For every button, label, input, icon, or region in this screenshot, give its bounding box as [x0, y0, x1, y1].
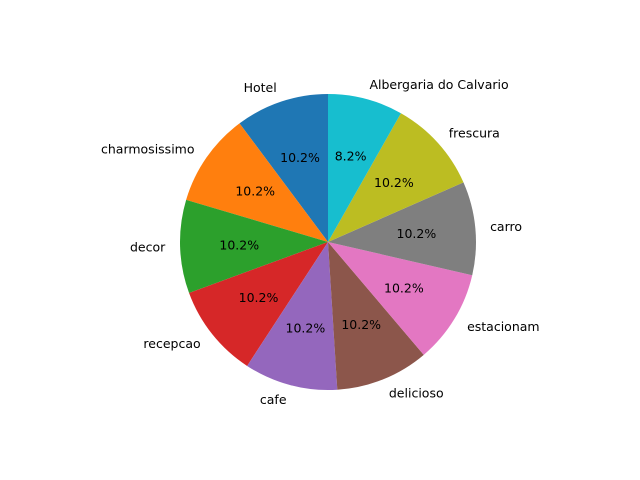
pie-category-labels: Hotel charmosissimo decor recepcao cafe delic… [101, 77, 540, 407]
pie-category-label-6: estacionam [467, 319, 540, 334]
pie-slice-6 [328, 242, 473, 355]
pie-category-label-2: decor [130, 240, 166, 255]
pie-slice-0 [239, 94, 328, 242]
pie-percent-label-1: 10.2% [235, 184, 275, 199]
pie-slice-7 [328, 182, 476, 276]
pie-category-label-7: carro [490, 219, 522, 234]
pie-percent-label-8: 10.2% [374, 175, 414, 190]
pie-percent-label-5: 10.2% [341, 317, 381, 332]
pie-percent-label-6: 10.2% [384, 281, 424, 296]
pie-slices [179, 94, 476, 390]
pie-category-label-0: Hotel [244, 80, 277, 95]
pie-category-label-5: delicioso [389, 385, 444, 400]
pie-percent-label-3: 10.2% [239, 290, 279, 305]
pie-slice-9 [328, 94, 401, 242]
pie-category-label-4: cafe [260, 392, 287, 407]
pie-percent-label-0: 10.2% [280, 150, 320, 165]
pie-percent-label-9: 8.2% [335, 149, 367, 164]
pie-percent-label-7: 10.2% [397, 226, 437, 241]
pie-slice-3 [189, 242, 328, 366]
pie-category-label-8: frescura [449, 125, 500, 140]
pie-category-label-1: charmosissimo [101, 141, 195, 156]
pie-slice-4 [247, 242, 338, 390]
pie-percent-label-2: 10.2% [219, 237, 259, 252]
pie-slice-5 [328, 242, 424, 390]
pie-slice-8 [328, 113, 464, 243]
pie-category-label-3: recepcao [143, 336, 200, 351]
pie-slice-2 [179, 199, 328, 294]
pie-percent-labels: 10.2% 10.2% 10.2% 10.2% 10.2% 10.2% 10.2% 10.2%… [219, 149, 436, 336]
pie-category-label-9: Albergaria do Calvario [369, 77, 508, 92]
pie-percent-label-4: 10.2% [286, 320, 326, 335]
pie-slice-1 [186, 123, 328, 242]
